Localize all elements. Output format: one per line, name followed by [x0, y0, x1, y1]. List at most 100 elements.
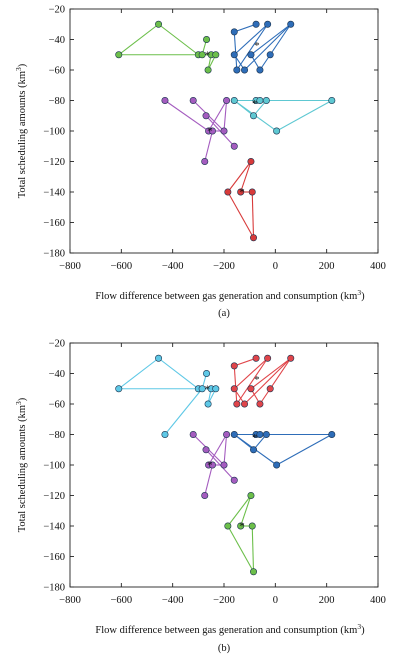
cluster-edge — [240, 495, 252, 527]
data-point — [237, 188, 245, 196]
data-point — [256, 66, 264, 74]
data-point — [266, 385, 274, 393]
y-tick-label: −160 — [43, 552, 65, 563]
centroid-marker: * — [252, 98, 258, 110]
panel-caption: (b) — [218, 643, 231, 654]
data-point — [230, 430, 238, 438]
cluster-edge — [269, 357, 292, 390]
cluster-edge — [227, 161, 252, 193]
data-point — [230, 97, 238, 105]
data-point — [161, 97, 169, 105]
data-point — [230, 385, 238, 393]
data-point — [220, 127, 228, 135]
data-point — [273, 127, 281, 135]
y-tick-label: −180 — [43, 249, 65, 260]
chart-panel-b: −800 −600 −400 −200 0 200 400 −20 −40 −60 −80 −100 −… — [14, 339, 386, 655]
y-tick-label: −120 — [43, 157, 65, 168]
data-point — [248, 188, 256, 196]
cluster-edge — [234, 357, 257, 367]
data-point — [250, 234, 258, 242]
data-point — [287, 20, 295, 28]
cluster-4: * — [161, 97, 238, 166]
cluster-5: * — [224, 491, 258, 576]
cluster-edge — [244, 357, 292, 405]
y-tick-label: −80 — [49, 430, 65, 441]
data-point — [202, 446, 210, 454]
centroid-marker: * — [207, 126, 213, 138]
cluster-edge — [234, 23, 257, 33]
x-tick-label: 0 — [273, 595, 278, 606]
cluster-edge — [118, 23, 159, 56]
cluster-3: * — [230, 430, 336, 469]
y-tick-label: −20 — [49, 5, 65, 16]
x-tick-label: −600 — [110, 595, 132, 606]
cluster-5: * — [224, 158, 258, 242]
data-point — [233, 400, 241, 408]
y-tick-label: −160 — [43, 218, 65, 229]
cluster-edge — [227, 525, 254, 573]
cluster-edge — [269, 23, 292, 56]
data-point — [256, 430, 264, 438]
data-point — [155, 354, 163, 362]
centroid-marker: * — [207, 460, 213, 472]
panel-caption: (a) — [218, 308, 230, 319]
x-axis-label: Flow difference between gas generation a… — [95, 622, 365, 636]
data-point — [204, 400, 212, 408]
cluster-1: * — [115, 354, 220, 438]
data-point — [203, 35, 211, 43]
data-point — [223, 97, 231, 105]
data-point — [328, 430, 336, 438]
x-tick-label: 0 — [273, 261, 278, 272]
cluster-edge — [250, 23, 292, 56]
data-point — [208, 461, 216, 469]
y-tick-label: −60 — [49, 400, 65, 411]
data-point — [273, 461, 281, 469]
data-point — [264, 354, 272, 362]
y-axis-label: Total scheduling amounts (km3) — [14, 397, 28, 532]
data-point — [250, 446, 258, 454]
cluster-edge — [227, 495, 252, 527]
data-point — [250, 568, 258, 576]
x-tick-label: −200 — [213, 261, 235, 272]
data-point — [202, 112, 210, 120]
data-point — [230, 142, 238, 150]
data-point — [230, 476, 238, 484]
data-point — [287, 354, 295, 362]
y-tick-label: −140 — [43, 522, 65, 533]
cluster-edge — [158, 23, 199, 56]
data-point — [237, 522, 245, 530]
data-point — [233, 66, 241, 74]
y-tick-label: −60 — [49, 66, 65, 77]
x-axis-label: Flow difference between gas generation a… — [95, 288, 365, 302]
data-point — [256, 97, 264, 105]
data-point — [247, 158, 255, 166]
cluster-edge — [240, 161, 252, 193]
y-tick-label: −40 — [49, 35, 65, 46]
data-point — [266, 51, 274, 59]
cluster-edge — [233, 23, 269, 56]
x-tick-label: −400 — [162, 595, 184, 606]
y-tick-label: −20 — [49, 339, 65, 350]
cluster-edge — [158, 357, 199, 390]
centroid-marker: * — [239, 521, 245, 533]
x-tick-label: −800 — [59, 261, 81, 272]
x-tick-label: −600 — [110, 261, 132, 272]
data-point — [208, 127, 216, 135]
cluster-edge — [227, 191, 254, 239]
data-point — [203, 369, 211, 377]
data-point — [262, 97, 270, 105]
x-tick-label: 400 — [370, 261, 386, 272]
centroid-marker: * — [239, 187, 245, 199]
cluster-2: * — [230, 354, 295, 408]
cluster-edge — [204, 464, 213, 496]
data-point — [212, 385, 220, 393]
cluster-edge — [223, 100, 228, 132]
data-point — [198, 385, 206, 393]
cluster-edge — [223, 434, 228, 466]
data-point — [230, 362, 238, 370]
cluster-edge — [164, 388, 203, 435]
cluster-edge — [236, 357, 269, 405]
y-tick-label: −180 — [43, 583, 65, 594]
centroid-marker: * — [205, 383, 211, 395]
